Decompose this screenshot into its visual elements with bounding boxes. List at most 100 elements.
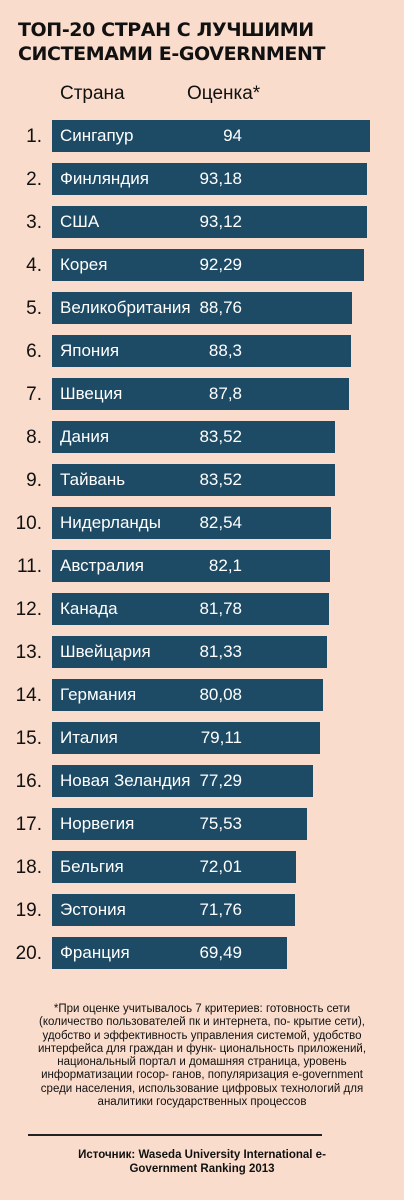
score-label: 77,29 <box>199 771 242 790</box>
country-label: Эстония <box>60 900 126 919</box>
score-label: 93,18 <box>199 169 242 188</box>
bar <box>52 507 332 539</box>
country-label: Сингапур <box>60 126 134 145</box>
country-label: Финляндия <box>60 169 149 188</box>
country-label: Нидерланды <box>60 513 161 532</box>
rank-label: 19. <box>15 900 42 921</box>
rank-label: 14. <box>15 685 42 706</box>
rank-label: 18. <box>15 857 42 878</box>
bar-row: 19. Эстония 71,76 <box>0 894 404 928</box>
score-label: 79,11 <box>200 728 242 747</box>
score-label: 87,8 <box>208 384 242 403</box>
score-label: 82,54 <box>199 513 242 532</box>
column-header-country: Страна <box>60 83 125 104</box>
score-label: 71,76 <box>199 900 242 919</box>
score-label: 81,33 <box>199 642 242 661</box>
bar-row: 12. Канада 81,78 <box>0 593 404 627</box>
bar-row: 6. Япония 88,3 <box>0 335 404 369</box>
rank-label: 5. <box>26 298 42 319</box>
bar <box>52 894 295 926</box>
bar-row: 11. Австралия 82,1 <box>0 550 404 584</box>
rank-label: 4. <box>26 255 42 276</box>
bar <box>52 808 308 840</box>
score-label: 94 <box>223 126 242 145</box>
score-label: 92,29 <box>199 255 242 274</box>
country-label: Корея <box>60 255 108 274</box>
bar-row: 7. Швеция 87,8 <box>0 378 404 412</box>
bar <box>52 851 296 883</box>
divider <box>28 1134 322 1136</box>
bar-row: 9. Тайвань 83,52 <box>0 464 404 498</box>
country-label: Австралия <box>60 556 144 575</box>
bar-row: 8. Дания 83,52 <box>0 421 404 455</box>
bar-row: 1. Сингапур 94 <box>0 120 404 154</box>
bar-row: 5. Великобритания 88,76 <box>0 292 404 326</box>
bar <box>52 464 335 496</box>
country-label: Канада <box>60 599 118 618</box>
bar <box>52 292 353 324</box>
bar <box>52 937 287 969</box>
rank-label: 1. <box>26 126 42 147</box>
score-label: 72,01 <box>199 857 242 876</box>
bar <box>52 421 335 453</box>
score-label: 88,76 <box>199 298 242 317</box>
country-label: США <box>60 212 100 231</box>
source-note: Источник: Waseda University Internationa… <box>78 1149 326 1175</box>
bar <box>52 550 330 582</box>
bar-chart: 1. Сингапур 94 2. Финляндия 93,18 3. США 93,12 4.… <box>0 120 404 971</box>
country-label: Италия <box>60 728 118 747</box>
bar-row: 16. Новая Зеландия 77,29 <box>0 765 404 799</box>
rank-label: 15. <box>15 728 42 749</box>
bar-row: 3. США 93,12 <box>0 206 404 240</box>
bar <box>52 636 328 668</box>
bar-row: 14. Германия 80,08 <box>0 679 404 713</box>
bar-row: 2. Финляндия 93,18 <box>0 163 404 197</box>
bar-row: 4. Корея 92,29 <box>0 249 404 283</box>
bar <box>52 120 370 152</box>
rank-label: 3. <box>26 212 42 233</box>
rank-label: 2. <box>26 169 42 190</box>
country-label: Великобритания <box>60 298 191 317</box>
bar <box>52 249 365 281</box>
bar <box>52 679 323 711</box>
score-label: 83,52 <box>199 470 242 489</box>
score-label: 80,08 <box>199 685 242 704</box>
bar-row: 15. Италия 79,11 <box>0 722 404 756</box>
country-label: Швеция <box>60 384 123 403</box>
chart-title: ТОП-20 СТРАН С ЛУЧШИМИ СИСТЕМАМИ E-GOVER… <box>18 19 326 65</box>
rank-label: 9. <box>26 470 42 491</box>
rank-label: 16. <box>15 771 42 792</box>
bar-row: 13. Швейцария 81,33 <box>0 636 404 670</box>
bar <box>52 206 368 238</box>
bar <box>52 593 329 625</box>
bar <box>52 765 314 797</box>
rank-label: 7. <box>26 384 42 405</box>
country-label: Франция <box>60 943 130 962</box>
bar <box>52 335 351 367</box>
country-label: Новая Зеландия <box>60 771 191 790</box>
rank-label: 11. <box>16 556 42 577</box>
bar <box>52 722 320 754</box>
bar-row: 18. Бельгия 72,01 <box>0 851 404 885</box>
rank-label: 13. <box>15 642 42 663</box>
bar-row: 17. Норвегия 75,53 <box>0 808 404 842</box>
bar <box>52 378 349 410</box>
bar-row: 10. Нидерланды 82,54 <box>0 507 404 541</box>
country-label: Бельгия <box>60 857 124 876</box>
rank-label: 20. <box>15 943 42 964</box>
bar-row: 20. Франция 69,49 <box>0 937 404 971</box>
score-label: 93,12 <box>199 212 242 231</box>
bar <box>52 163 368 195</box>
rank-label: 17. <box>15 814 42 835</box>
score-label: 69,49 <box>199 943 242 962</box>
score-label: 81,78 <box>199 599 242 618</box>
rank-label: 6. <box>26 341 42 362</box>
country-label: Япония <box>60 341 120 360</box>
score-label: 88,3 <box>208 341 242 360</box>
country-label: Швейцария <box>60 642 151 661</box>
rank-label: 10. <box>15 513 42 534</box>
score-label: 75,53 <box>199 814 242 833</box>
score-label: 82,1 <box>208 556 242 575</box>
country-label: Германия <box>60 685 137 704</box>
rank-label: 8. <box>26 427 42 448</box>
